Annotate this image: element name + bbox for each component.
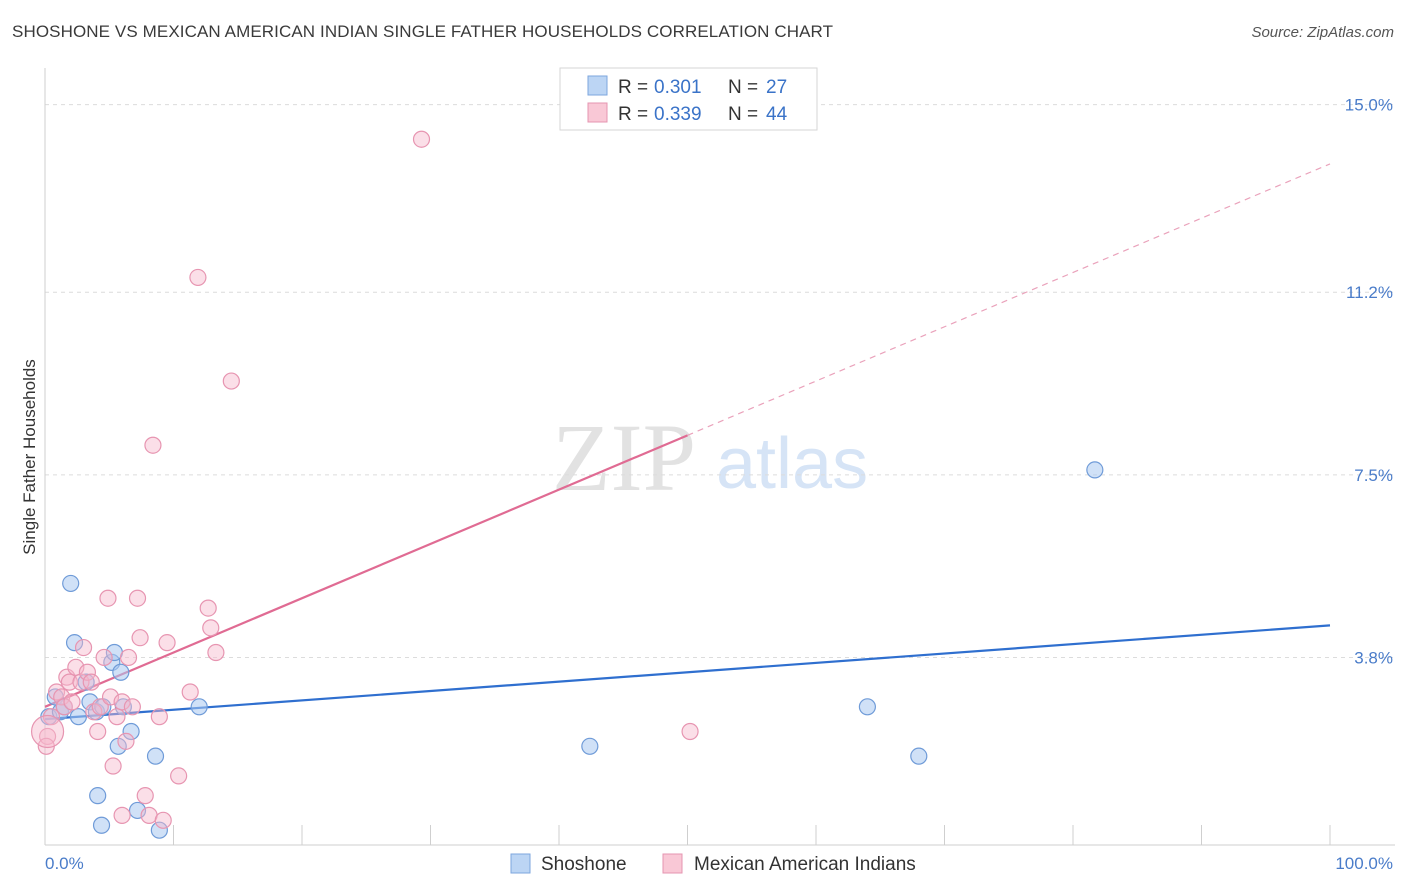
legend-n-value-2: 44 (766, 104, 788, 125)
point-mexican-american-indians (222, 372, 240, 390)
y-tick-label: 3.8% (1354, 648, 1393, 667)
bottom-legend-swatch-shoshone (510, 853, 531, 874)
point-mexican-american-indians (99, 589, 117, 607)
point-shoshone (89, 787, 107, 805)
point-mexican-american-indians (119, 648, 138, 667)
gridlines (45, 104, 1395, 658)
chart-title: SHOSHONE VS MEXICAN AMERICAN INDIAN SING… (12, 22, 834, 41)
point-shoshone (65, 634, 84, 652)
trend-lines (44, 163, 1331, 721)
watermark-zip: ZIP (552, 404, 696, 511)
point-mexican-american-indians (82, 673, 100, 691)
tick-labels: 3.8% 7.5% 11.2% 15.0% 0.0% 100.0% (45, 96, 1393, 873)
point-mexican-american-indians (113, 806, 131, 824)
point-mexican-american-indians (104, 757, 122, 775)
trend-line-shoshone (44, 624, 1331, 721)
legend-n-label-2: N = (728, 104, 758, 125)
point-mexican-american-indians (681, 722, 699, 741)
legend-n-value-1: 27 (766, 77, 787, 98)
point-shoshone (112, 663, 130, 681)
point-mexican-american-indians (181, 683, 199, 701)
legend-r-label-1: R = (618, 77, 648, 98)
point-mexican-american-indians (202, 619, 220, 637)
point-shoshone (581, 737, 599, 755)
point-mexican-american-indians (158, 634, 176, 652)
point-mexican-american-indians (150, 708, 168, 726)
point-shoshone (858, 698, 877, 716)
point-mexican-american-indians (128, 589, 147, 607)
legend-r-label-2: R = (618, 104, 648, 125)
trend-line-mexican-american-indians (44, 434, 688, 708)
point-shoshone (69, 708, 88, 726)
point-mexican-american-indians (207, 643, 225, 662)
bottom-legend-swatch-mexican-american-indians (662, 853, 683, 874)
point-shoshone (62, 574, 80, 593)
point-mexican-american-indians (95, 648, 113, 667)
x-tick-label: 0.0% (45, 854, 84, 873)
point-mexican-american-indians (154, 811, 172, 829)
point-mexican-american-indians (189, 268, 207, 287)
point-shoshone (92, 816, 111, 834)
bottom-legend-label-mexican-american-indians: Mexican American Indians (694, 854, 916, 875)
point-shoshone (122, 722, 140, 741)
legend-r-value-2: 0.339 (654, 104, 702, 125)
point-mexican-american-indians (131, 629, 149, 647)
point-mexican-american-indians (113, 693, 131, 711)
point-mexican-american-indians (78, 663, 97, 681)
point-shoshone (910, 747, 928, 765)
y-tick-label: 15.0% (1345, 96, 1393, 115)
point-mexican-american-indians (144, 436, 162, 454)
point-mexican-american-indians (199, 599, 217, 617)
point-mexican-american-indians (53, 688, 71, 706)
y-tick-label: 11.2% (1346, 283, 1393, 302)
legend-r-value-1: 0.301 (654, 77, 702, 98)
point-mexican-american-indians (123, 698, 141, 716)
legend-n-label-1: N = (728, 77, 758, 98)
point-mexican-american-indians (108, 708, 126, 726)
bottom-legend-label-shoshone: Shoshone (541, 854, 627, 875)
point-mexican-american-indians (89, 722, 107, 741)
point-mexican-american-indians (42, 708, 61, 726)
point-mexican-american-indians (63, 693, 81, 711)
point-mexican-american-indians (47, 683, 66, 701)
point-mexican-american-indians (74, 638, 93, 657)
data-points (30, 130, 1104, 839)
point-shoshone (1086, 461, 1104, 479)
point-shoshone (150, 821, 168, 839)
legend-swatch-shoshone (587, 75, 608, 96)
bottom-legend: Shoshone Mexican American Indians (510, 853, 916, 875)
x-tick-label: 100.0% (1335, 854, 1393, 873)
watermark-atlas: atlas (716, 424, 868, 504)
y-tick-label: 7.5% (1354, 466, 1393, 485)
point-mexican-american-indians (170, 767, 188, 785)
trend-line-extrapolated-mexican-american-indians (687, 163, 1331, 436)
point-mexican-american-indians (412, 130, 431, 148)
point-shoshone (146, 747, 165, 765)
point-cluster-mexican-american-indians (30, 714, 65, 749)
y-axis-label: Single Father Households (20, 359, 39, 555)
point-shoshone (190, 698, 208, 716)
legend-swatch-mexican-american-indians (587, 102, 608, 123)
source-credit: Source: ZipAtlas.com (1251, 24, 1394, 41)
point-mexican-american-indians (117, 732, 135, 750)
point-mexican-american-indians (136, 787, 154, 805)
legend: R = 0.301 N = 27 R = 0.339 N = 44 (559, 67, 818, 131)
